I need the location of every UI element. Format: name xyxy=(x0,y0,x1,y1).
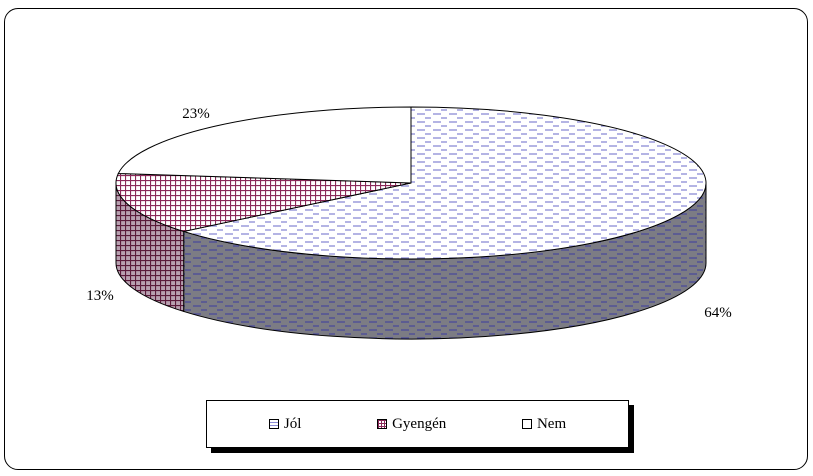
pie-slice-jol xyxy=(181,106,707,260)
legend-item-jol: Jól xyxy=(268,415,302,433)
legend-swatch-nem xyxy=(521,419,532,429)
legend-swatch-jol xyxy=(268,419,279,429)
legend-label-gyengen: Gyengén xyxy=(392,415,447,432)
pie-slice-nem xyxy=(117,106,412,184)
legend-label-jol: Jól xyxy=(283,415,302,432)
legend-item-gyengen: Gyengén xyxy=(377,416,446,433)
pie-label-gyengen: 13% xyxy=(86,288,114,304)
legend-swatch-gyengen xyxy=(377,419,388,429)
pie-slice-gyengen xyxy=(115,172,412,232)
legend: Jól Gyengén Nem xyxy=(206,400,629,448)
pie-label-jol: 64% xyxy=(704,305,732,321)
pie-label-nem: 23% xyxy=(182,106,210,122)
legend-label-nem: Nem xyxy=(536,415,567,432)
legend-item-nem: Nem xyxy=(521,415,567,433)
